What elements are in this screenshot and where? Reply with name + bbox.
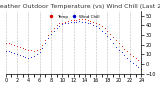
Legend: Temp, Wind Chill: Temp, Wind Chill xyxy=(45,13,102,20)
Title: Milwaukee Weather Outdoor Temperature (vs) Wind Chill (Last 24 Hours): Milwaukee Weather Outdoor Temperature (v… xyxy=(0,4,160,9)
